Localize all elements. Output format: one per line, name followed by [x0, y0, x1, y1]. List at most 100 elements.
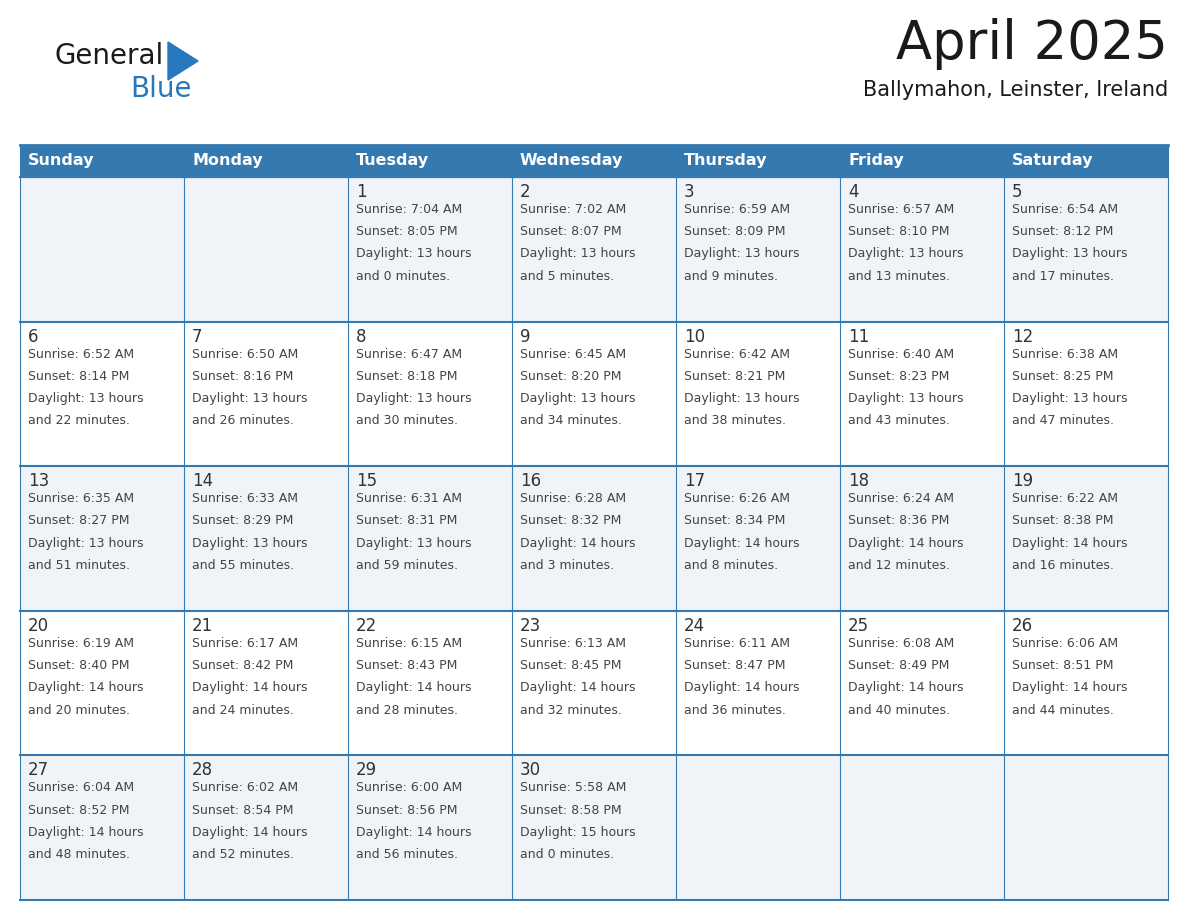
Text: Sunrise: 7:04 AM: Sunrise: 7:04 AM: [356, 203, 462, 216]
Text: General: General: [55, 42, 164, 70]
Text: Sunrise: 6:22 AM: Sunrise: 6:22 AM: [1012, 492, 1118, 505]
Text: Sunrise: 6:17 AM: Sunrise: 6:17 AM: [192, 637, 298, 650]
Text: Daylight: 13 hours: Daylight: 13 hours: [848, 392, 963, 405]
Text: and 9 minutes.: and 9 minutes.: [684, 270, 778, 283]
Text: Sunrise: 6:26 AM: Sunrise: 6:26 AM: [684, 492, 790, 505]
Text: Sunrise: 6:02 AM: Sunrise: 6:02 AM: [192, 781, 298, 794]
Bar: [20, 466, 1168, 610]
Text: and 52 minutes.: and 52 minutes.: [192, 848, 293, 861]
Text: 29: 29: [356, 761, 377, 779]
Text: Sunset: 8:47 PM: Sunset: 8:47 PM: [684, 659, 785, 672]
Text: Sunrise: 5:58 AM: Sunrise: 5:58 AM: [520, 781, 626, 794]
Text: Sunset: 8:54 PM: Sunset: 8:54 PM: [192, 803, 293, 817]
Text: Sunrise: 6:28 AM: Sunrise: 6:28 AM: [520, 492, 626, 505]
Text: Sunset: 8:56 PM: Sunset: 8:56 PM: [356, 803, 457, 817]
Text: Ballymahon, Leinster, Ireland: Ballymahon, Leinster, Ireland: [862, 80, 1168, 100]
Text: Sunrise: 6:50 AM: Sunrise: 6:50 AM: [192, 348, 298, 361]
Text: 9: 9: [520, 328, 531, 345]
Text: and 13 minutes.: and 13 minutes.: [848, 270, 950, 283]
Text: Sunset: 8:51 PM: Sunset: 8:51 PM: [1012, 659, 1113, 672]
Text: Daylight: 14 hours: Daylight: 14 hours: [684, 681, 800, 694]
Text: Sunrise: 6:33 AM: Sunrise: 6:33 AM: [192, 492, 298, 505]
Text: and 28 minutes.: and 28 minutes.: [356, 703, 459, 717]
Text: Sunset: 8:52 PM: Sunset: 8:52 PM: [29, 803, 129, 817]
Text: Sunset: 8:31 PM: Sunset: 8:31 PM: [356, 514, 457, 528]
Text: Sunset: 8:23 PM: Sunset: 8:23 PM: [848, 370, 949, 383]
Text: Sunset: 8:36 PM: Sunset: 8:36 PM: [848, 514, 949, 528]
Text: 13: 13: [29, 472, 49, 490]
Text: 10: 10: [684, 328, 706, 345]
Text: Sunrise: 6:00 AM: Sunrise: 6:00 AM: [356, 781, 462, 794]
Text: 7: 7: [192, 328, 202, 345]
Text: Daylight: 14 hours: Daylight: 14 hours: [356, 826, 472, 839]
Text: and 0 minutes.: and 0 minutes.: [356, 270, 450, 283]
Text: Daylight: 14 hours: Daylight: 14 hours: [1012, 537, 1127, 550]
Text: April 2025: April 2025: [896, 18, 1168, 70]
Text: Sunrise: 6:59 AM: Sunrise: 6:59 AM: [684, 203, 790, 216]
Text: Sunset: 8:18 PM: Sunset: 8:18 PM: [356, 370, 457, 383]
Text: Sunrise: 6:08 AM: Sunrise: 6:08 AM: [848, 637, 954, 650]
Text: Wednesday: Wednesday: [520, 153, 624, 169]
Text: Daylight: 13 hours: Daylight: 13 hours: [684, 248, 800, 261]
Text: 26: 26: [1012, 617, 1034, 635]
Text: and 3 minutes.: and 3 minutes.: [520, 559, 614, 572]
Text: Daylight: 13 hours: Daylight: 13 hours: [192, 392, 308, 405]
Text: and 56 minutes.: and 56 minutes.: [356, 848, 459, 861]
Text: Sunrise: 6:19 AM: Sunrise: 6:19 AM: [29, 637, 134, 650]
Text: Daylight: 13 hours: Daylight: 13 hours: [520, 392, 636, 405]
Text: Sunset: 8:07 PM: Sunset: 8:07 PM: [520, 225, 621, 239]
Bar: [20, 610, 1168, 756]
Text: and 48 minutes.: and 48 minutes.: [29, 848, 129, 861]
Text: Sunset: 8:20 PM: Sunset: 8:20 PM: [520, 370, 621, 383]
Bar: [20, 756, 1168, 900]
Text: 19: 19: [1012, 472, 1034, 490]
Text: 5: 5: [1012, 183, 1023, 201]
Polygon shape: [168, 42, 198, 80]
Text: 3: 3: [684, 183, 695, 201]
Text: Sunrise: 6:24 AM: Sunrise: 6:24 AM: [848, 492, 954, 505]
Text: and 47 minutes.: and 47 minutes.: [1012, 414, 1114, 428]
Text: 23: 23: [520, 617, 542, 635]
Text: Sunrise: 6:35 AM: Sunrise: 6:35 AM: [29, 492, 134, 505]
Text: Sunrise: 6:42 AM: Sunrise: 6:42 AM: [684, 348, 790, 361]
Text: Daylight: 13 hours: Daylight: 13 hours: [29, 537, 144, 550]
Text: Sunset: 8:42 PM: Sunset: 8:42 PM: [192, 659, 293, 672]
Text: Daylight: 14 hours: Daylight: 14 hours: [29, 681, 144, 694]
Text: Sunset: 8:58 PM: Sunset: 8:58 PM: [520, 803, 621, 817]
Text: Sunset: 8:49 PM: Sunset: 8:49 PM: [848, 659, 949, 672]
Text: Sunrise: 6:40 AM: Sunrise: 6:40 AM: [848, 348, 954, 361]
Text: Sunrise: 6:54 AM: Sunrise: 6:54 AM: [1012, 203, 1118, 216]
Text: and 8 minutes.: and 8 minutes.: [684, 559, 778, 572]
Text: and 51 minutes.: and 51 minutes.: [29, 559, 129, 572]
Text: 22: 22: [356, 617, 378, 635]
Text: Sunset: 8:09 PM: Sunset: 8:09 PM: [684, 225, 785, 239]
Text: Daylight: 13 hours: Daylight: 13 hours: [356, 392, 472, 405]
Text: Sunset: 8:38 PM: Sunset: 8:38 PM: [1012, 514, 1113, 528]
Text: and 59 minutes.: and 59 minutes.: [356, 559, 459, 572]
Text: Sunrise: 6:38 AM: Sunrise: 6:38 AM: [1012, 348, 1118, 361]
Text: Sunrise: 7:02 AM: Sunrise: 7:02 AM: [520, 203, 626, 216]
Text: Saturday: Saturday: [1012, 153, 1093, 169]
Text: and 16 minutes.: and 16 minutes.: [1012, 559, 1114, 572]
Text: Sunset: 8:14 PM: Sunset: 8:14 PM: [29, 370, 129, 383]
Text: and 40 minutes.: and 40 minutes.: [848, 703, 950, 717]
Bar: [20, 177, 1168, 321]
Text: Sunset: 8:29 PM: Sunset: 8:29 PM: [192, 514, 293, 528]
Text: Daylight: 14 hours: Daylight: 14 hours: [192, 826, 308, 839]
Text: 1: 1: [356, 183, 367, 201]
Text: Daylight: 13 hours: Daylight: 13 hours: [192, 537, 308, 550]
Text: Daylight: 13 hours: Daylight: 13 hours: [1012, 248, 1127, 261]
Text: Sunrise: 6:04 AM: Sunrise: 6:04 AM: [29, 781, 134, 794]
Text: Sunrise: 6:45 AM: Sunrise: 6:45 AM: [520, 348, 626, 361]
Text: and 17 minutes.: and 17 minutes.: [1012, 270, 1114, 283]
Text: Sunset: 8:16 PM: Sunset: 8:16 PM: [192, 370, 293, 383]
Text: Daylight: 13 hours: Daylight: 13 hours: [356, 248, 472, 261]
Text: 21: 21: [192, 617, 214, 635]
Text: Sunrise: 6:31 AM: Sunrise: 6:31 AM: [356, 492, 462, 505]
Text: 18: 18: [848, 472, 870, 490]
Text: Daylight: 13 hours: Daylight: 13 hours: [848, 248, 963, 261]
Text: Sunset: 8:34 PM: Sunset: 8:34 PM: [684, 514, 785, 528]
Text: Friday: Friday: [848, 153, 904, 169]
Text: Thursday: Thursday: [684, 153, 767, 169]
Text: Daylight: 15 hours: Daylight: 15 hours: [520, 826, 636, 839]
